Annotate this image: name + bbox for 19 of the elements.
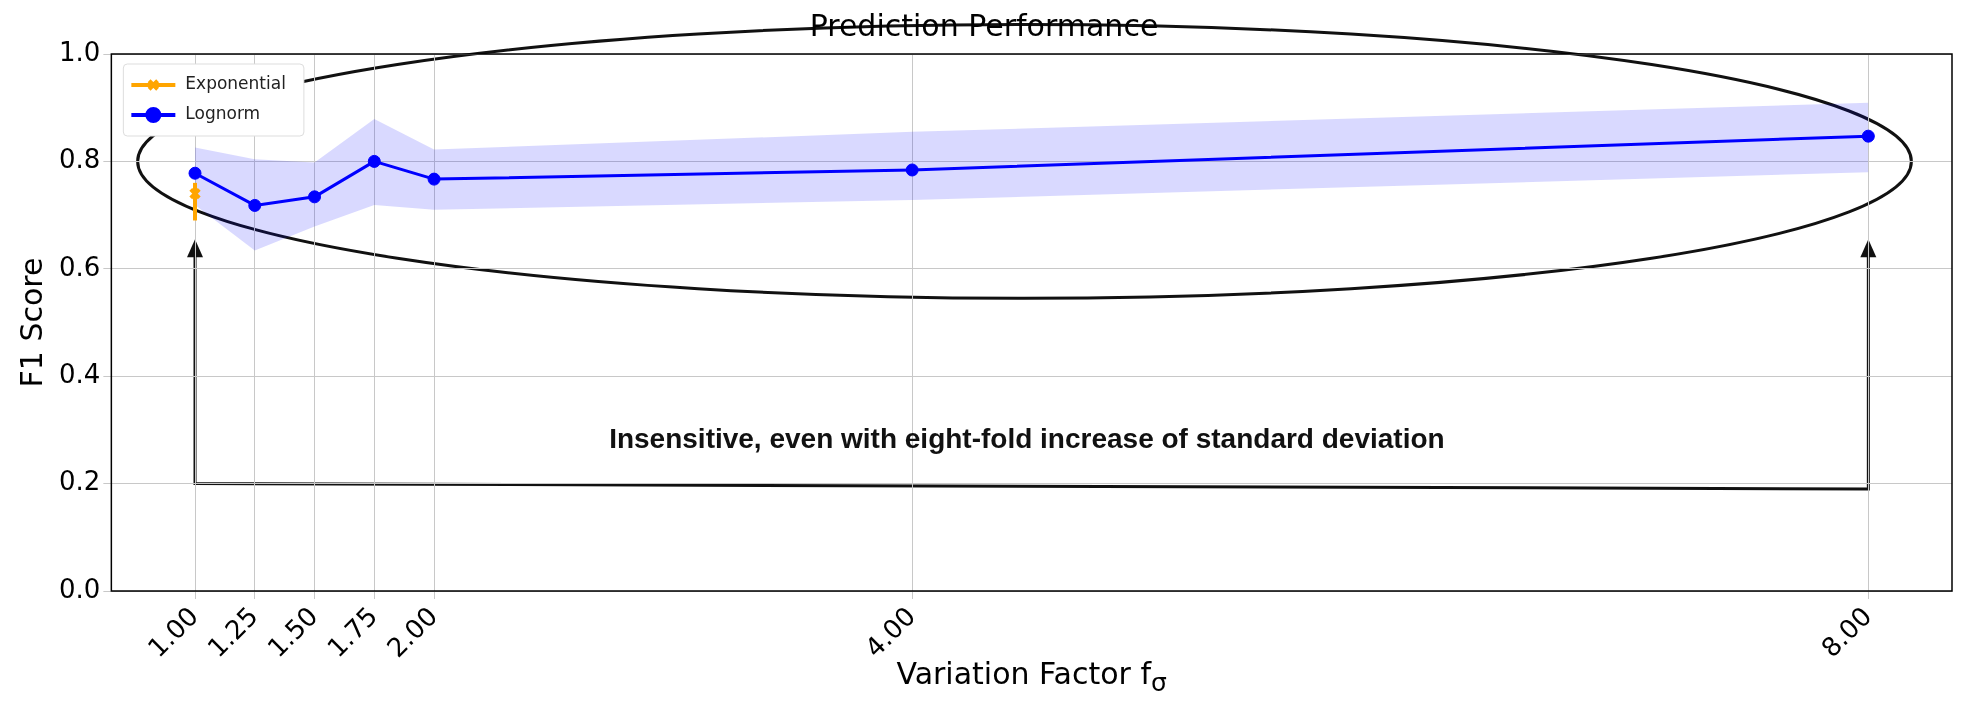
legend-label: Lognorm <box>185 103 261 124</box>
y-tick-label: 0.0 <box>58 573 101 604</box>
y-tick-label: 0.6 <box>58 251 101 282</box>
legend-label: Exponential <box>185 73 286 94</box>
y-axis-title: F1 Score <box>13 257 49 388</box>
point <box>188 166 202 180</box>
y-tick-label: 1.0 <box>58 36 101 67</box>
point <box>367 154 381 168</box>
point <box>1861 129 1875 143</box>
y-tick-label: 0.4 <box>58 358 101 389</box>
point <box>308 190 322 204</box>
point <box>905 163 919 177</box>
x-axis-title: Variation Factor f$_{σ}$ <box>896 656 1167 697</box>
annotation: Insensitive, even with eight-fold increase of standard deviation <box>609 423 1445 455</box>
y-tick-label: 0.8 <box>58 144 101 175</box>
point <box>427 172 441 186</box>
point <box>188 187 202 200</box>
point <box>248 198 262 212</box>
y-tick-label: 0.2 <box>58 466 101 497</box>
